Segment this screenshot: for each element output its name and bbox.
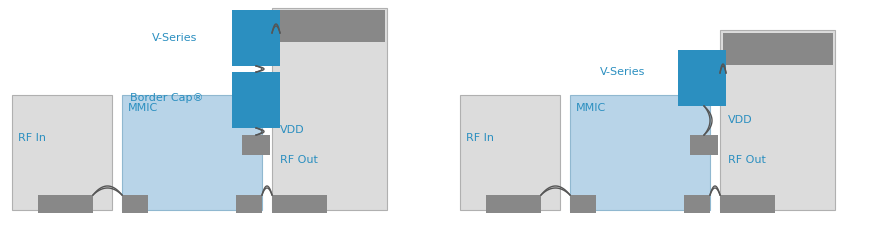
Text: RF Out: RF Out — [728, 155, 766, 165]
Bar — [272, 195, 327, 213]
Bar — [720, 195, 775, 213]
Bar — [242, 135, 270, 155]
Text: Border Cap®: Border Cap® — [130, 93, 203, 103]
Bar — [460, 95, 560, 210]
Bar — [122, 95, 262, 210]
Bar — [570, 95, 710, 210]
Bar — [232, 72, 280, 128]
Bar — [723, 33, 833, 65]
Bar — [272, 8, 387, 210]
Bar — [38, 195, 93, 213]
Text: VDD: VDD — [728, 115, 752, 125]
Text: RF In: RF In — [18, 133, 46, 143]
Bar — [12, 95, 112, 210]
Text: MMIC: MMIC — [576, 103, 606, 113]
Text: MMIC: MMIC — [128, 103, 158, 113]
Bar — [720, 30, 835, 210]
Text: RF In: RF In — [466, 133, 494, 143]
Bar — [486, 195, 541, 213]
Bar — [236, 195, 262, 213]
Bar — [232, 10, 280, 66]
Bar — [678, 50, 726, 106]
Bar — [690, 135, 718, 155]
Bar — [570, 195, 596, 213]
Bar — [684, 195, 710, 213]
Text: VDD: VDD — [280, 125, 304, 135]
Text: RF Out: RF Out — [280, 155, 318, 165]
Text: V-Series: V-Series — [600, 67, 645, 77]
Bar — [122, 195, 148, 213]
Text: V-Series: V-Series — [152, 33, 197, 43]
Bar — [275, 10, 385, 42]
